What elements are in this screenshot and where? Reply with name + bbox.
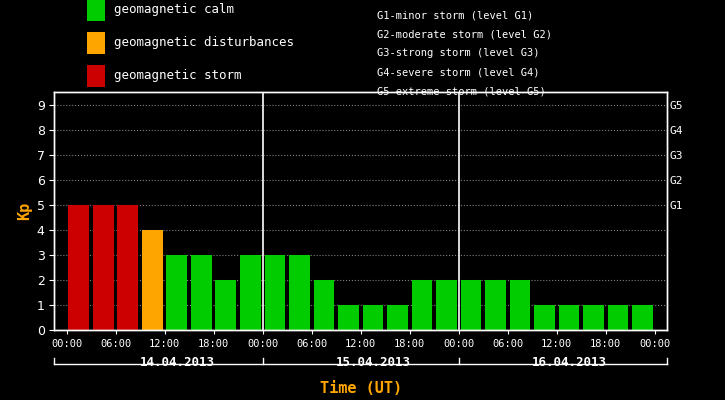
Bar xyxy=(167,255,187,330)
Bar xyxy=(608,305,629,330)
Text: G1-minor storm (level G1): G1-minor storm (level G1) xyxy=(377,10,534,20)
Bar xyxy=(191,255,212,330)
Text: 16.04.2013: 16.04.2013 xyxy=(531,356,607,369)
Text: 14.04.2013: 14.04.2013 xyxy=(139,356,215,369)
Bar xyxy=(558,305,579,330)
Bar xyxy=(436,280,457,330)
Bar xyxy=(387,305,408,330)
Bar xyxy=(117,205,138,330)
Text: G2-moderate storm (level G2): G2-moderate storm (level G2) xyxy=(377,29,552,39)
Bar xyxy=(338,305,359,330)
Bar xyxy=(632,305,653,330)
Text: Time (UT): Time (UT) xyxy=(320,381,402,396)
Bar xyxy=(485,280,506,330)
Text: G5-extreme storm (level G5): G5-extreme storm (level G5) xyxy=(377,87,546,97)
Bar xyxy=(240,255,261,330)
Text: 15.04.2013: 15.04.2013 xyxy=(336,356,410,369)
Y-axis label: Kp: Kp xyxy=(17,202,33,220)
Bar xyxy=(289,255,310,330)
Bar xyxy=(412,280,432,330)
Bar xyxy=(68,205,89,330)
Bar xyxy=(265,255,286,330)
Bar xyxy=(510,280,531,330)
Text: geomagnetic disturbances: geomagnetic disturbances xyxy=(114,36,294,49)
Text: G3-strong storm (level G3): G3-strong storm (level G3) xyxy=(377,48,539,58)
Text: G4-severe storm (level G4): G4-severe storm (level G4) xyxy=(377,68,539,78)
Bar xyxy=(142,230,163,330)
Bar xyxy=(362,305,384,330)
Text: geomagnetic storm: geomagnetic storm xyxy=(114,69,241,82)
Bar xyxy=(460,280,481,330)
Text: geomagnetic calm: geomagnetic calm xyxy=(114,4,234,16)
Bar xyxy=(583,305,604,330)
Bar xyxy=(93,205,114,330)
Bar xyxy=(215,280,236,330)
Bar xyxy=(534,305,555,330)
Bar xyxy=(313,280,334,330)
